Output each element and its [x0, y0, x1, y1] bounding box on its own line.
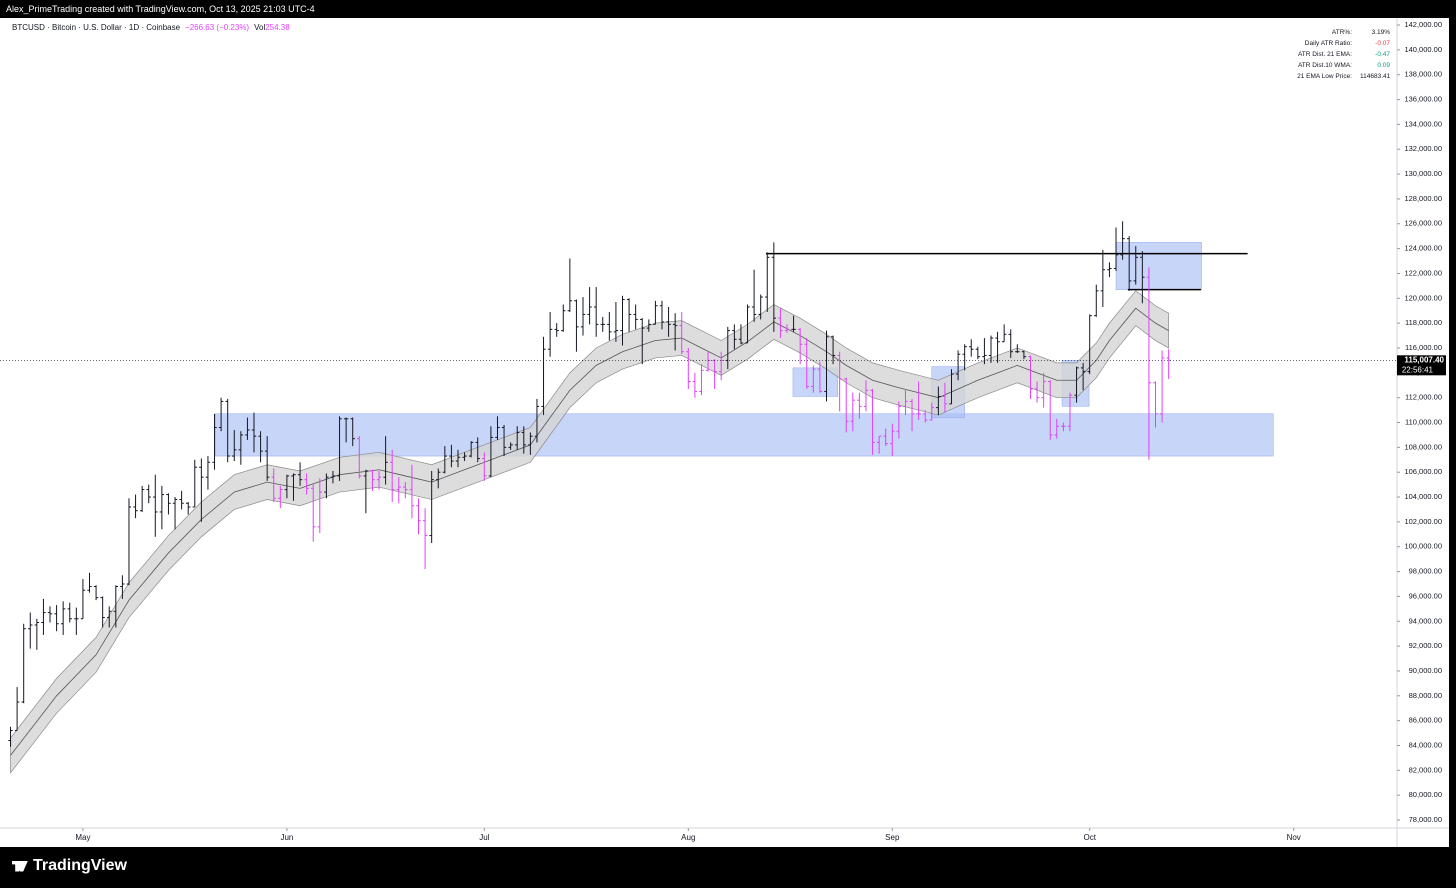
ema-line [10, 307, 1169, 756]
zone [214, 413, 1274, 457]
header: Alex_PrimeTrading created with TradingVi… [6, 4, 315, 14]
y-tick-label: 98,000.00 [1409, 567, 1442, 576]
info-row: Daily ATR Ratio: -0.07 [1280, 38, 1390, 49]
y-tick-label: 80,000.00 [1409, 790, 1442, 799]
ribbon-band [10, 290, 1170, 774]
y-tick-label: 106,000.00 [1404, 467, 1442, 476]
info-label: Daily ATR Ratio: [1304, 40, 1352, 47]
volume: 254.38 [265, 23, 290, 32]
y-tick-label: 102,000.00 [1404, 517, 1442, 526]
y-tick-label: 134,000.00 [1404, 119, 1442, 128]
x-tick-label: Sep [885, 833, 900, 842]
y-tick-label: 110,000.00 [1405, 417, 1442, 426]
y-tick-label: 120,000.00 [1404, 293, 1442, 302]
brand: TradingView [33, 857, 127, 874]
y-tick-label: 112,000.00 [1405, 393, 1442, 402]
y-tick-label: 104,000.00 [1404, 492, 1442, 501]
countdown: 22:56:41 [1402, 365, 1434, 374]
y-tick-label: 128,000.00 [1404, 194, 1442, 203]
y-tick-label: 142,000.00 [1404, 20, 1442, 29]
info-value: 3.19% [1371, 29, 1390, 36]
y-tick-label: 82,000.00 [1409, 765, 1442, 774]
y-tick-label: 100,000.00 [1404, 542, 1442, 551]
symbol: BTCUSD · Bitcoin · U.S. Dollar · 1D · Co… [12, 23, 181, 32]
zone [792, 367, 838, 397]
y-tick-label: 132,000.00 [1404, 144, 1442, 153]
info-label: ATR Dist. 21 EMA: [1297, 51, 1352, 58]
y-tick-label: 94,000.00 [1409, 616, 1442, 625]
y-tick-label: 92,000.00 [1409, 641, 1442, 650]
x-tick-label: Aug [681, 833, 695, 842]
y-tick-label: 140,000.00 [1404, 45, 1442, 54]
legend: BTCUSD · Bitcoin · U.S. Dollar · 1D · Co… [12, 23, 295, 32]
y-tick-label: 116,000.00 [1405, 343, 1442, 352]
y-tick-label: 96,000.00 [1409, 591, 1442, 600]
zone [1115, 242, 1202, 290]
x-tick-label: Nov [1287, 833, 1301, 842]
info-label: 21 EMA Low Price: [1297, 73, 1352, 80]
info-value: -0.07 [1375, 40, 1390, 47]
last-price-label: 115,007.40 [1404, 355, 1444, 364]
y-tick-label: 118,000.00 [1405, 318, 1442, 327]
x-tick-label: Jun [280, 833, 293, 842]
info-row: 21 EMA Low Price: 114683.41 [1280, 71, 1390, 82]
logo [12, 860, 28, 872]
y-tick-label: 90,000.00 [1409, 666, 1442, 675]
volume-label: Vol [254, 23, 266, 32]
footer: TradingView [12, 857, 127, 875]
y-tick-label: 138,000.00 [1404, 70, 1442, 79]
info-row: ATR Dist.10 WMA: 0.09 [1280, 60, 1390, 71]
info-value: 114683.41 [1360, 73, 1391, 80]
y-tick-label: 108,000.00 [1404, 442, 1442, 451]
y-tick-label: 124,000.00 [1404, 244, 1442, 253]
y-tick-label: 86,000.00 [1409, 716, 1442, 725]
x-tick-label: Oct [1083, 833, 1096, 842]
info-panel: ATR%: 3.19% Daily ATR Ratio: -0.07 ATR Dist.… [1280, 27, 1390, 82]
y-tick-label: 84,000.00 [1409, 740, 1442, 749]
y-tick-label: 78,000.00 [1409, 815, 1442, 824]
y-tick-label: 122,000.00 [1404, 268, 1442, 277]
info-label: ATR%: [1331, 29, 1352, 36]
y-tick-label: 130,000.00 [1404, 169, 1442, 178]
y-tick-label: 136,000.00 [1404, 95, 1442, 104]
info-label: ATR Dist.10 WMA: [1297, 62, 1352, 69]
y-tick-label: 126,000.00 [1404, 219, 1442, 228]
info-value: 0.09 [1377, 62, 1390, 69]
x-tick-label: Jul [479, 833, 489, 842]
info-row: ATR%: 3.19% [1280, 27, 1390, 38]
plot [8, 221, 1274, 774]
y-tick-label: 88,000.00 [1409, 691, 1442, 700]
last-price-tag [1397, 355, 1446, 376]
change: −266.63 (−0.23%) [185, 23, 250, 32]
x-tick-label: May [75, 833, 90, 842]
info-value: -0.47 [1375, 51, 1390, 58]
info-row: ATR Dist. 21 EMA: -0.47 [1280, 49, 1390, 60]
